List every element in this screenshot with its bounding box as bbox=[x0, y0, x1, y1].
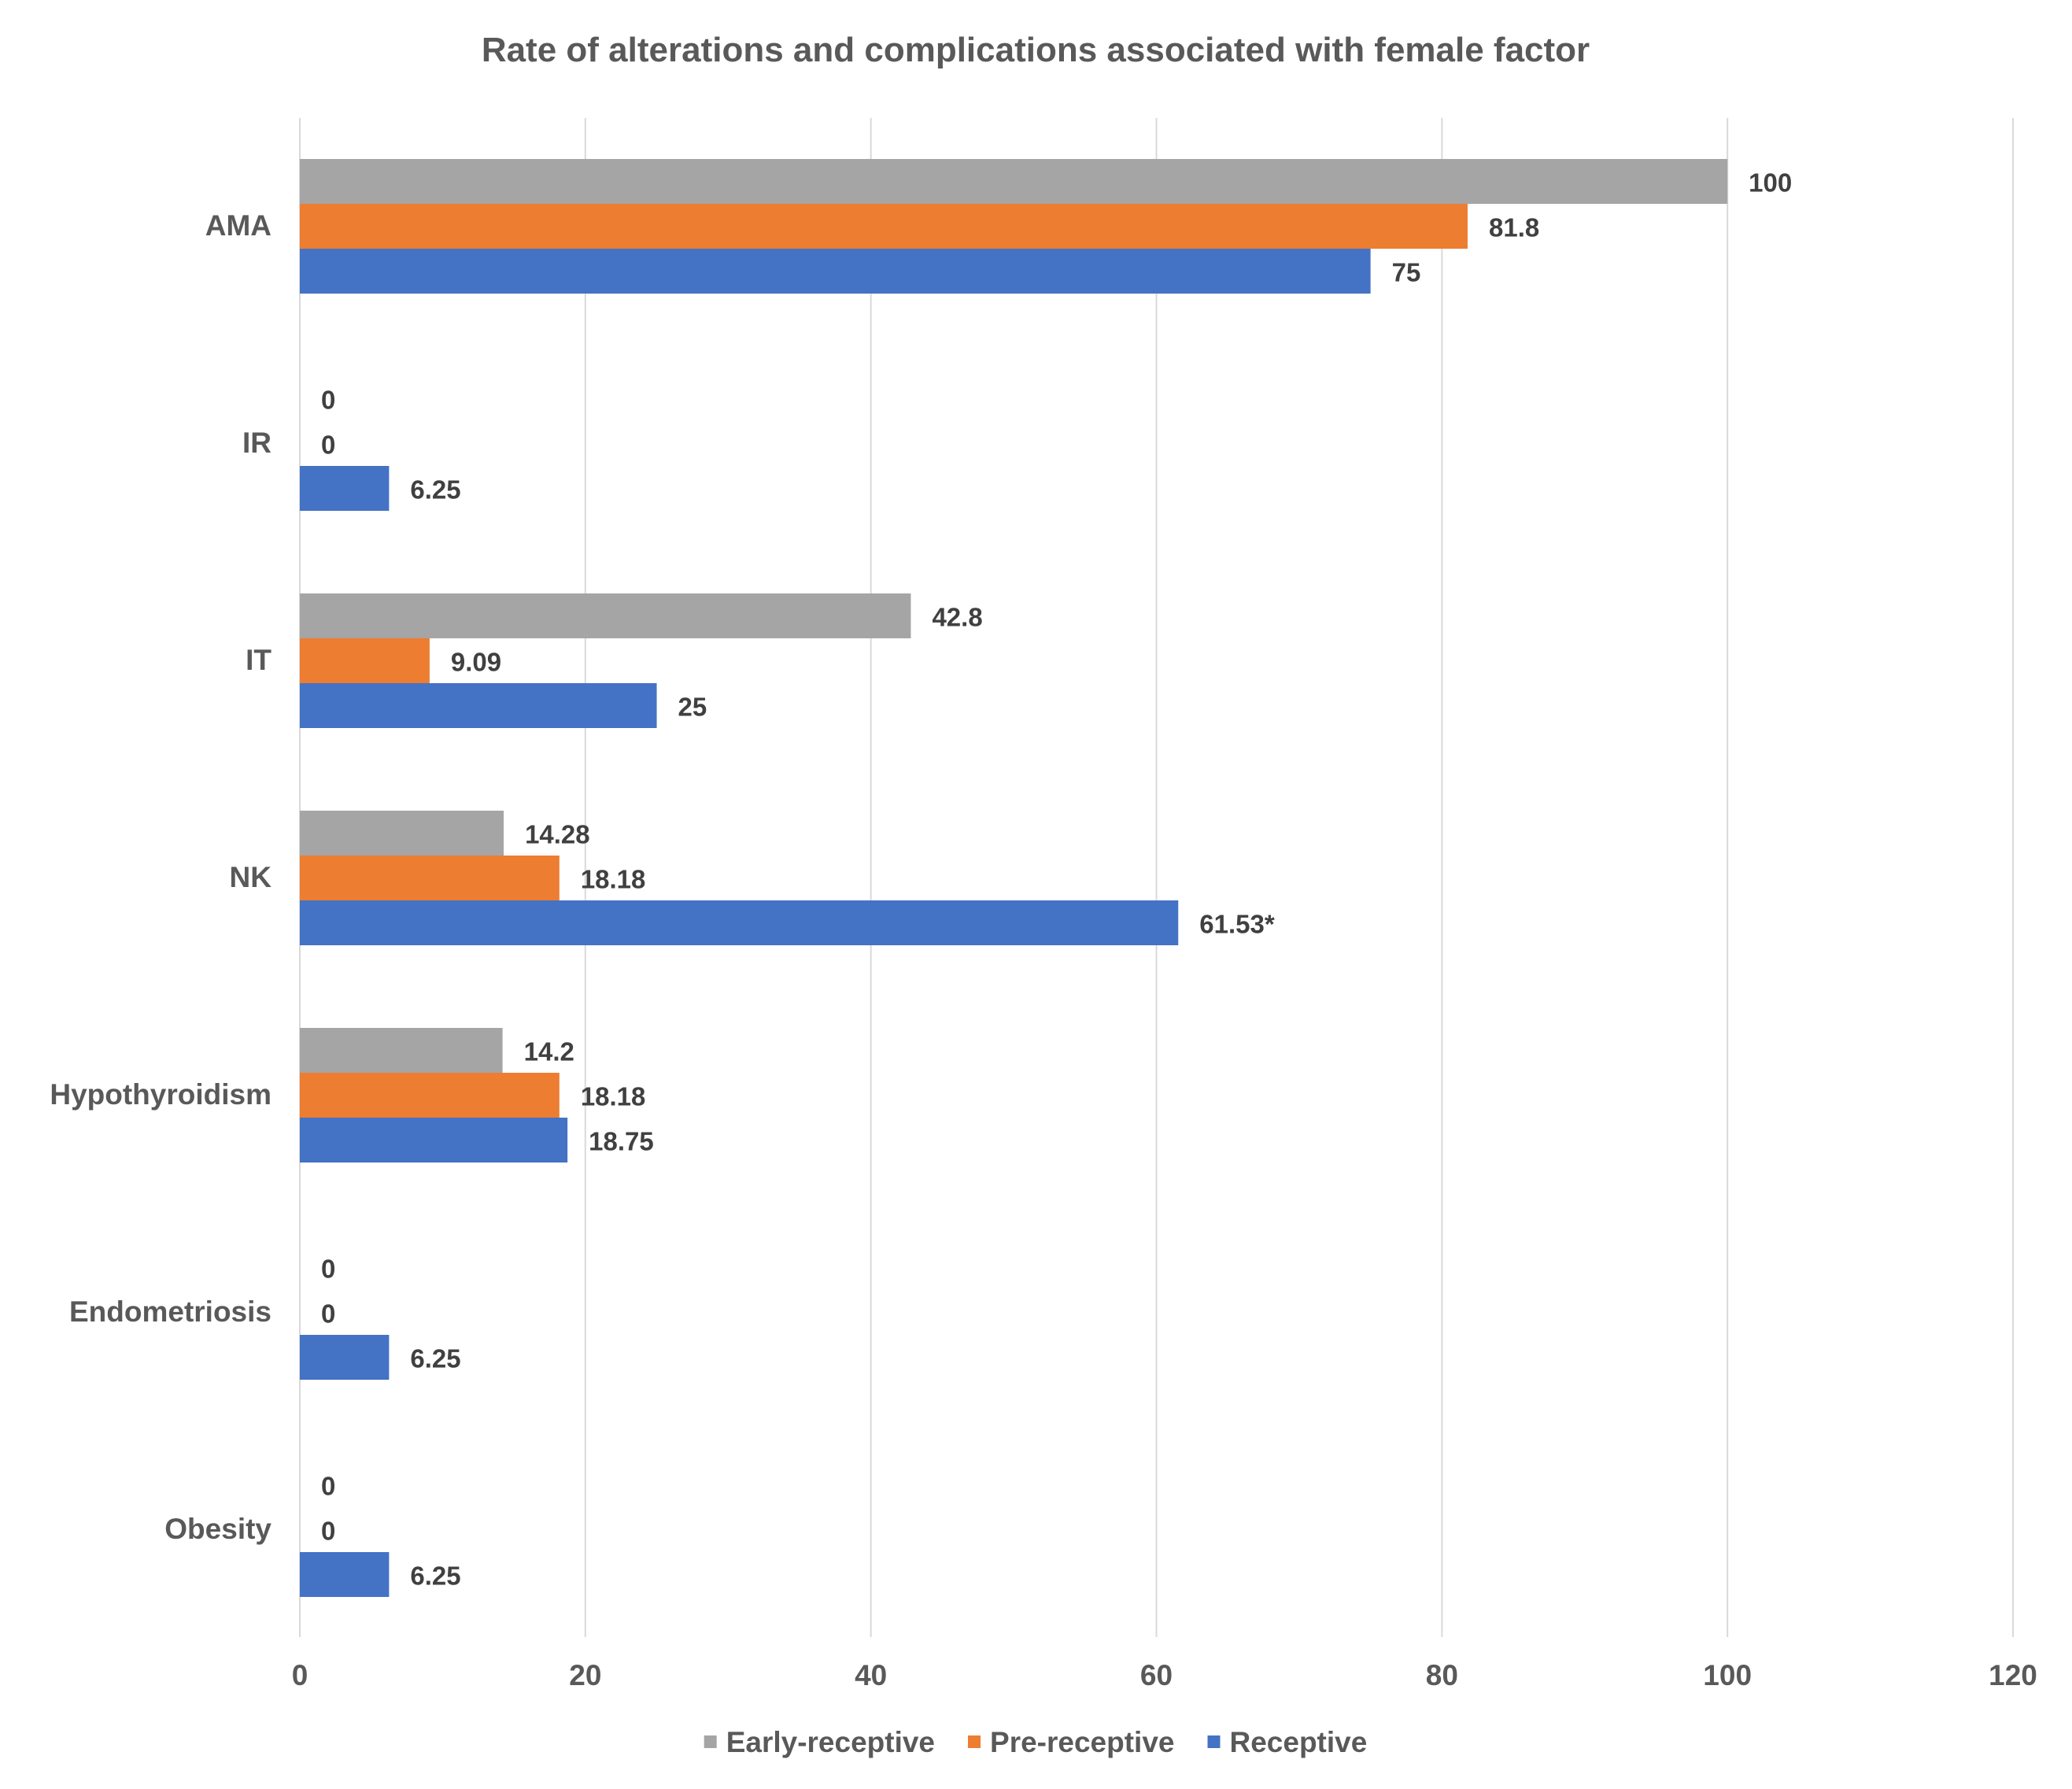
x-tick-label: 40 bbox=[855, 1659, 887, 1691]
category-label: AMA bbox=[205, 209, 271, 242]
chart-title: Rate of alterations and complications as… bbox=[482, 31, 1590, 69]
data-label: 25 bbox=[678, 693, 707, 722]
category-label: IR bbox=[242, 427, 271, 459]
data-label: 0 bbox=[321, 1299, 335, 1329]
bar bbox=[300, 466, 390, 511]
legend-label: Pre-receptive bbox=[990, 1726, 1174, 1758]
x-axis-ticks: 0 20 40 60 80 100 120 bbox=[292, 1659, 2037, 1691]
legend: Early-receptive Pre-receptive Receptive bbox=[704, 1726, 1367, 1758]
data-label: 18.18 bbox=[581, 865, 646, 894]
category-label: Endometriosis bbox=[69, 1296, 271, 1328]
x-tick-label: 100 bbox=[1703, 1659, 1752, 1691]
data-label: 0 bbox=[321, 1255, 335, 1284]
x-tick-label: 120 bbox=[1989, 1659, 2037, 1691]
bar bbox=[300, 856, 560, 900]
data-label: 0 bbox=[321, 1517, 335, 1546]
x-tick-label: 20 bbox=[569, 1659, 601, 1691]
data-label: 0 bbox=[321, 386, 335, 415]
bar bbox=[300, 1335, 390, 1380]
data-label: 6.25 bbox=[410, 1562, 460, 1591]
data-label: 100 bbox=[1749, 168, 1792, 198]
bar bbox=[300, 159, 1728, 204]
bars bbox=[300, 159, 1728, 1597]
data-label: 81.8 bbox=[1489, 213, 1539, 242]
bar bbox=[300, 1118, 568, 1162]
bar bbox=[300, 638, 430, 683]
data-label: 18.75 bbox=[589, 1127, 654, 1156]
bar bbox=[300, 683, 657, 728]
category-labels: AMA IR IT NK Hypothyroidism Endometriosis Obes… bbox=[50, 209, 271, 1545]
bar bbox=[300, 593, 911, 638]
bar bbox=[300, 1073, 560, 1118]
legend-swatch bbox=[1207, 1735, 1221, 1748]
data-label: 6.25 bbox=[410, 475, 460, 505]
data-labels: 100 81.8 75 0 0 6.25 42.8 9.09 25 14.28 18.18 61.53… bbox=[321, 168, 1792, 1591]
x-tick-label: 60 bbox=[1140, 1659, 1173, 1691]
bar bbox=[300, 249, 1371, 294]
bar bbox=[300, 1552, 390, 1597]
data-label: 18.18 bbox=[581, 1082, 646, 1111]
legend-swatch bbox=[704, 1735, 717, 1748]
x-tick-label: 0 bbox=[292, 1659, 308, 1691]
data-label: 14.2 bbox=[524, 1037, 574, 1066]
bar bbox=[300, 204, 1468, 249]
data-label: 9.09 bbox=[451, 648, 501, 677]
data-label: 42.8 bbox=[932, 603, 982, 632]
category-label: NK bbox=[230, 861, 272, 893]
category-label: Hypothyroidism bbox=[50, 1078, 271, 1111]
data-label: 75 bbox=[1392, 258, 1421, 287]
legend-swatch bbox=[968, 1735, 981, 1748]
bar bbox=[300, 1028, 503, 1073]
bar bbox=[300, 900, 1179, 945]
x-tick-label: 80 bbox=[1426, 1659, 1458, 1691]
data-label: 0 bbox=[321, 1472, 335, 1501]
gridlines bbox=[299, 118, 2014, 1637]
data-label: 61.53* bbox=[1199, 910, 1275, 939]
category-label: IT bbox=[246, 644, 271, 676]
bar bbox=[300, 811, 504, 856]
legend-label: Early-receptive bbox=[726, 1726, 935, 1758]
data-label: 6.25 bbox=[410, 1344, 460, 1373]
data-label: 14.28 bbox=[525, 820, 590, 849]
data-label: 0 bbox=[321, 431, 335, 460]
legend-label: Receptive bbox=[1229, 1726, 1367, 1758]
category-label: Obesity bbox=[164, 1513, 271, 1545]
